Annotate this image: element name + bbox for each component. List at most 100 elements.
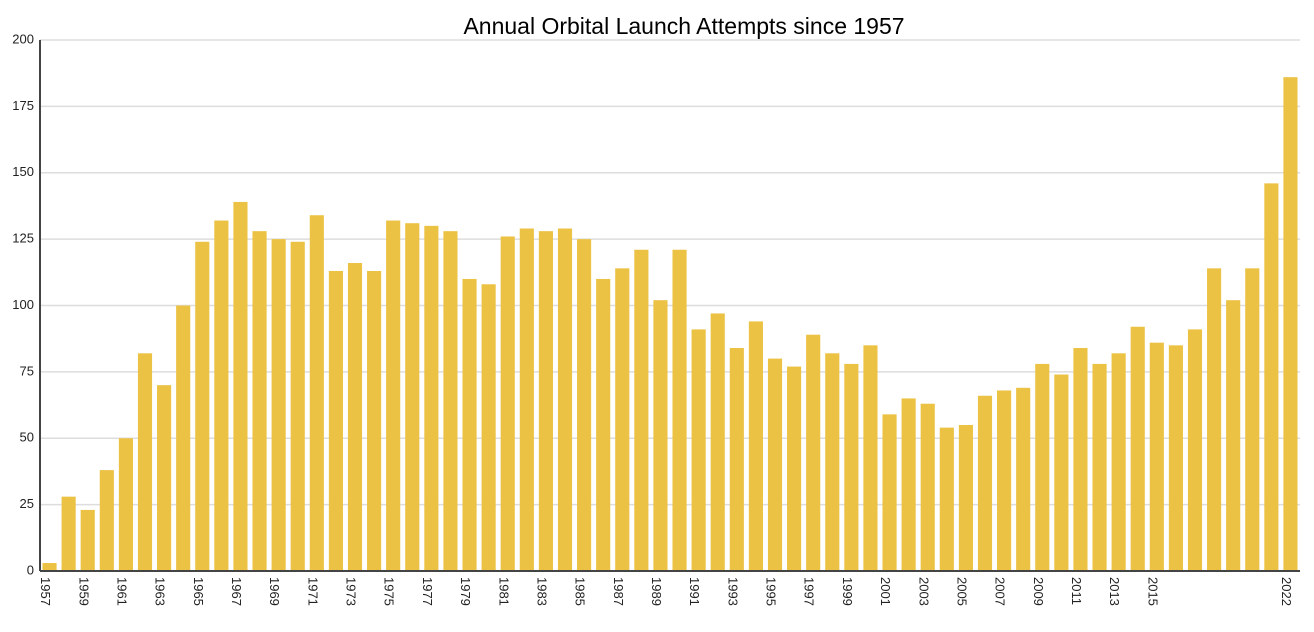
bar	[691, 329, 706, 571]
x-tick-label: 1989	[649, 577, 664, 606]
bar	[290, 241, 305, 571]
bar	[920, 403, 935, 571]
bar	[80, 509, 95, 571]
bar	[328, 270, 343, 571]
bar	[729, 347, 744, 571]
bar	[137, 353, 153, 571]
x-tick-label: 1999	[840, 577, 855, 606]
bar	[825, 353, 840, 571]
bar	[157, 385, 172, 571]
bar	[271, 239, 286, 571]
x-tick-label: 2022	[1279, 577, 1294, 606]
bar	[1283, 77, 1298, 572]
bar	[1054, 374, 1069, 571]
bar	[634, 249, 649, 571]
bar	[538, 231, 553, 571]
bar	[1187, 329, 1203, 571]
bar	[710, 313, 725, 571]
y-tick-label: 75	[20, 363, 34, 378]
x-tick-label: 2013	[1107, 577, 1122, 606]
bar	[863, 345, 878, 571]
x-tick-label: 1977	[420, 577, 435, 606]
bar	[1073, 347, 1088, 571]
bar	[844, 363, 859, 571]
bar	[596, 278, 611, 571]
y-tick-label: 200	[12, 31, 34, 46]
x-tick-label: 1979	[458, 577, 473, 606]
bar	[1130, 326, 1145, 571]
bar	[233, 201, 248, 571]
bar	[405, 223, 420, 571]
x-tick-label: 1987	[611, 577, 626, 606]
bar	[977, 395, 993, 571]
x-tick-label: 1975	[382, 577, 397, 606]
bar	[1264, 183, 1279, 571]
x-tick-label: 1973	[344, 577, 359, 606]
x-tick-label: 1983	[534, 577, 549, 606]
bar	[958, 424, 973, 571]
bar	[519, 228, 534, 571]
y-tick-label: 25	[20, 496, 34, 511]
x-tick-label: 1995	[764, 577, 779, 606]
bar	[462, 278, 477, 571]
bar	[1168, 345, 1183, 571]
x-tick-label: 2005	[954, 577, 969, 606]
bar	[424, 225, 439, 571]
bar	[367, 270, 382, 571]
bar	[806, 334, 821, 571]
bar	[1111, 353, 1126, 571]
bar	[653, 300, 668, 571]
bar	[61, 496, 76, 571]
bar	[309, 215, 324, 572]
bar	[672, 249, 687, 571]
chart-title: Annual Orbital Launch Attempts since 195…	[463, 13, 904, 39]
bar	[176, 305, 191, 571]
y-tick-label: 50	[20, 430, 34, 445]
y-tick-label: 150	[12, 164, 34, 179]
bar	[195, 241, 210, 571]
bar	[882, 414, 897, 571]
bar	[1226, 300, 1241, 571]
bar	[1092, 363, 1107, 571]
bar	[252, 231, 267, 571]
x-tick-label: 1985	[573, 577, 588, 606]
bar	[443, 231, 458, 571]
x-tick-label: 1959	[76, 577, 91, 606]
bar	[939, 427, 954, 571]
bar	[214, 220, 229, 572]
bar	[997, 390, 1012, 571]
x-tick-label: 1981	[496, 577, 511, 606]
x-tick-label: 2011	[1069, 577, 1084, 605]
y-tick-label: 175	[12, 98, 34, 113]
y-tick-label: 0	[27, 562, 34, 577]
bar	[1149, 342, 1164, 571]
bar	[386, 220, 401, 572]
bar	[1016, 387, 1031, 571]
bar	[787, 366, 802, 571]
bar	[500, 236, 515, 571]
bar	[347, 263, 363, 571]
x-tick-label: 2015	[1145, 577, 1160, 606]
x-tick-label: 2009	[1031, 577, 1046, 606]
x-tick-label: 1971	[305, 577, 320, 606]
bar	[748, 321, 763, 571]
x-tick-label: 2001	[878, 577, 893, 606]
bar	[577, 239, 592, 571]
bar	[1245, 268, 1260, 571]
bar	[42, 563, 57, 571]
bar	[615, 268, 630, 571]
x-tick-label: 1967	[229, 577, 244, 606]
x-tick-label: 1963	[153, 577, 168, 606]
bar	[557, 228, 573, 571]
bar	[99, 470, 114, 571]
x-tick-label: 1969	[267, 577, 282, 606]
x-tick-label: 1957	[38, 577, 53, 606]
bar	[767, 358, 783, 571]
x-tick-label: 1961	[114, 577, 129, 606]
bar	[1207, 268, 1222, 571]
bar	[118, 438, 133, 571]
bar	[1035, 363, 1050, 571]
x-tick-label: 2007	[993, 577, 1008, 606]
x-tick-label: 1965	[191, 577, 206, 606]
